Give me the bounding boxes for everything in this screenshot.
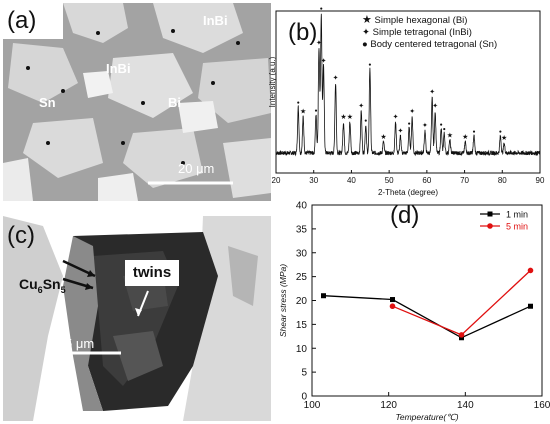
panel-c-micrograph: (c) Cu6Sn5 twins 5 μm bbox=[3, 216, 271, 421]
xrd-peak-marker-2: ● bbox=[314, 108, 317, 114]
xrd-peak-marker-25: ● bbox=[499, 129, 502, 135]
xrd-peak-marker-13: ✦ bbox=[393, 113, 399, 121]
xrd-peak-marker-20: ● bbox=[440, 122, 443, 128]
xrd-peak-marker-24: ● bbox=[472, 129, 475, 135]
xrd-x-tick-label-1: 30 bbox=[309, 176, 318, 185]
xrd-peak-marker-26: ★ bbox=[501, 134, 507, 142]
micrograph-c-image bbox=[3, 216, 271, 421]
shear-chart: 0 5 10 15 20 25 30 35 40 100 120 140 160 Temperature(… bbox=[278, 201, 550, 423]
xrd-peak-marker-3: ✦ bbox=[316, 39, 322, 47]
shear-legend-marker-0 bbox=[487, 211, 493, 217]
xrd-chart: ●★ ●✦●✦✦★ ★✦●●★✦✦●✦✦✦✦●●★ ★● ●★20 30 40 50 60 70 8… bbox=[268, 6, 545, 197]
phase-label-inbi-2: InBi bbox=[106, 61, 131, 76]
xrd-x-axis-label: 2-Theta (degree) bbox=[378, 188, 438, 197]
xrd-x-tick-label-2: 40 bbox=[347, 176, 356, 185]
micrograph-a-image bbox=[3, 3, 271, 201]
shear-point-0-3 bbox=[528, 303, 533, 309]
xrd-x-tick-label-3: 50 bbox=[385, 176, 394, 185]
xrd-peak-marker-15: ● bbox=[408, 121, 411, 127]
panel-b-xrd: ● ★ ● ✦ ● ✦ ✦ ★ ★ ✦ ● ● ★ ✦ ✦ ● ✦ ✦ ✦ ✦ ● ● ★ ★ ● ● ★ 20 30 40 50 60 70 8… bbox=[268, 3, 550, 208]
shear-legend-label-1: 5 min bbox=[506, 222, 528, 232]
panel-a-label: (a) bbox=[7, 7, 37, 34]
shear-y-tick-label-8: 40 bbox=[296, 201, 308, 212]
shear-series-line-0 bbox=[323, 295, 531, 339]
xrd-peak-marker-11: ● bbox=[368, 62, 371, 68]
xrd-peak-marker-12: ★ bbox=[380, 133, 386, 141]
scale-text-a: 20 μm bbox=[178, 161, 215, 176]
shear-y-tick-label-5: 25 bbox=[296, 272, 308, 283]
xrd-peak-marker-7: ★ bbox=[340, 113, 346, 121]
shear-legend-marker-1 bbox=[487, 223, 493, 229]
panel-d-shear: 0 5 10 15 20 25 30 35 40 100 120 140 160 Temperature(… bbox=[272, 200, 550, 424]
shear-legend-label-0: 1 min bbox=[506, 210, 528, 220]
xrd-x-tick-label-4: 60 bbox=[422, 176, 431, 185]
phase-label-inbi-1: InBi bbox=[203, 13, 228, 28]
shear-x-tick-label-1: 120 bbox=[380, 400, 397, 411]
legend-entry-sn: ● Body centered tetragonal (Sn) bbox=[362, 39, 498, 50]
xrd-peak-marker-16: ✦ bbox=[409, 108, 415, 116]
twins-label: twins bbox=[125, 260, 179, 286]
panel-c-label: (c) bbox=[7, 222, 35, 249]
xrd-peak-marker-1: ★ bbox=[300, 108, 306, 116]
xrd-x-tick-label-0: 20 bbox=[272, 176, 281, 185]
phase-label-bi: Bi bbox=[168, 95, 181, 110]
scale-text-c: 5 μm bbox=[65, 336, 95, 351]
panel-a-micrograph: (a) InBi InBi Sn Bi 20 μm bbox=[3, 3, 271, 201]
shear-y-tick-label-6: 30 bbox=[296, 248, 308, 259]
shear-point-0-0 bbox=[321, 293, 326, 299]
xrd-y-axis-label: Intensity (a.u.) bbox=[268, 56, 277, 107]
shear-y-tick-label-2: 10 bbox=[296, 344, 308, 355]
xrd-peak-marker-18: ✦ bbox=[429, 88, 435, 96]
xrd-plot-frame bbox=[275, 10, 541, 174]
xrd-peak-marker-23: ★ bbox=[462, 133, 468, 141]
xrd-peak-marker-9: ✦ bbox=[358, 102, 364, 110]
xrd-x-tick-label-6: 80 bbox=[498, 176, 507, 185]
shear-series-line-1 bbox=[392, 269, 531, 336]
compound-label-cu6sn5: Cu6Sn5 bbox=[19, 276, 66, 295]
shear-y-tick-label-7: 35 bbox=[296, 224, 308, 235]
xrd-peak-marker-17: ✦ bbox=[422, 122, 428, 130]
shear-plot-frame bbox=[311, 204, 543, 397]
shear-point-0-1 bbox=[390, 297, 395, 303]
xrd-peak-marker-5: ✦ bbox=[321, 57, 327, 65]
shear-x-tick-label-0: 100 bbox=[304, 400, 321, 411]
panel-d-label: (d) bbox=[390, 202, 420, 229]
xrd-peak-marker-10: ● bbox=[364, 118, 367, 124]
phase-label-sn: Sn bbox=[39, 95, 56, 110]
xrd-x-tick-label-7: 90 bbox=[536, 176, 545, 185]
shear-y-tick-label-3: 15 bbox=[296, 320, 308, 331]
shear-point-1-1 bbox=[458, 332, 465, 338]
shear-point-0-2 bbox=[459, 335, 464, 341]
xrd-legend: ★ Simple hexagonal (Bi) ✦ Simple tetrago… bbox=[362, 14, 497, 51]
shear-y-tick-label-1: 5 bbox=[301, 368, 307, 379]
shear-x-axis-label: Temperature(℃) bbox=[395, 412, 458, 422]
xrd-peak-marker-8: ★ bbox=[347, 113, 353, 121]
xrd-peak-marker-14: ✦ bbox=[398, 127, 404, 135]
xrd-peak-marker-4: ● bbox=[320, 6, 323, 12]
xrd-peak-marker-6: ✦ bbox=[333, 74, 339, 82]
shear-x-tick-label-3: 160 bbox=[534, 400, 550, 411]
shear-y-tick-label-0: 0 bbox=[301, 392, 307, 403]
shear-x-tick-label-2: 140 bbox=[457, 400, 474, 411]
legend-entry-bi: ★ Simple hexagonal (Bi) bbox=[362, 14, 468, 26]
panel-b-label: (b) bbox=[288, 19, 318, 46]
xrd-peak-marker-21: ● bbox=[443, 126, 446, 132]
shear-y-tick-label-4: 20 bbox=[296, 296, 308, 307]
xrd-pattern-line bbox=[275, 13, 541, 157]
shear-point-1-2 bbox=[527, 267, 534, 274]
xrd-peak-marker-0: ● bbox=[297, 100, 300, 106]
shear-point-1-0 bbox=[389, 303, 396, 310]
shear-y-axis-label: Shear stress (MPa) bbox=[278, 264, 288, 337]
xrd-x-tick-label-5: 70 bbox=[460, 176, 469, 185]
xrd-peak-marker-22: ★ bbox=[447, 131, 453, 139]
xrd-peak-marker-19: ✦ bbox=[432, 102, 438, 110]
legend-entry-inbi: ✦ Simple tetragonal (InBi) bbox=[362, 27, 472, 38]
